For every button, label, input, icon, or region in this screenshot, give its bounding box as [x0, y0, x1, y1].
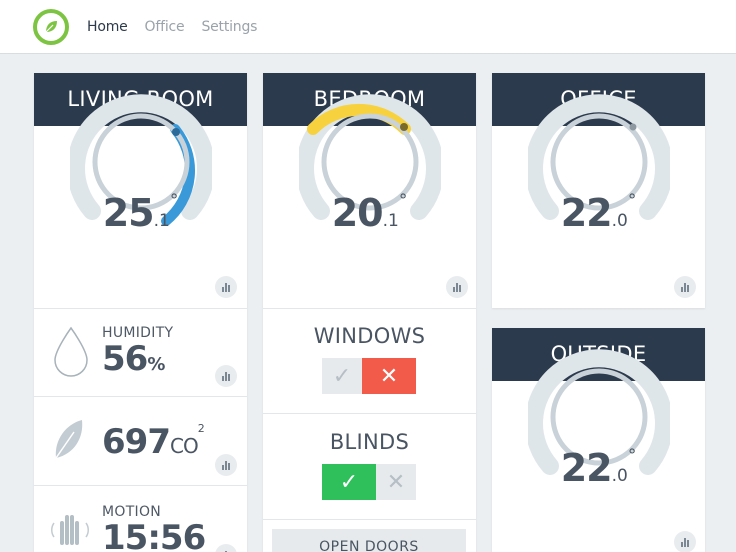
outside-temperature: 22.0°: [560, 446, 637, 490]
office-card: OFFICE 22.0°: [492, 73, 705, 308]
nav-settings[interactable]: Settings: [201, 19, 258, 35]
living-room-card: LIVING ROOM 25.1° HUMIDITY 56% 697CO2 M: [34, 73, 247, 552]
blinds-open-button[interactable]: ✓: [322, 464, 376, 500]
office-stats-icon[interactable]: [674, 276, 696, 298]
divider: [34, 485, 247, 486]
leaf-logo-icon[interactable]: [33, 9, 69, 45]
co2-stats-icon[interactable]: [215, 454, 237, 476]
bedroom-stats-icon[interactable]: [446, 276, 468, 298]
bedroom-temperature: 20.1°: [331, 191, 408, 235]
living-room-stats-icon[interactable]: [215, 276, 237, 298]
divider: [263, 519, 476, 520]
outside-card: OUTSIDE 22.0°: [492, 328, 705, 552]
windows-open-button[interactable]: ✓: [322, 358, 362, 394]
open-doors-button[interactable]: OPEN DOORS: [272, 529, 466, 552]
outside-stats-icon[interactable]: [674, 531, 696, 552]
windows-close-button[interactable]: ✕: [362, 358, 416, 394]
blinds-label: BLINDS: [329, 430, 410, 454]
main-nav: Home Office Settings: [87, 19, 274, 35]
windows-toggle: ✓ ✕: [322, 358, 416, 394]
divider: [34, 396, 247, 397]
blinds-toggle: ✓ ✕: [322, 464, 416, 500]
water-drop-icon: [54, 326, 88, 377]
motion-value: 15:56: [102, 518, 206, 552]
office-thermostat-dial[interactable]: [528, 91, 670, 233]
living-room-temperature: 25.1°: [102, 191, 179, 235]
motion-label: MOTION: [102, 504, 162, 520]
leaf-icon: [45, 21, 57, 33]
bedroom-card: BEDROOM 20.1° WINDOWS ✓ ✕ BLINDS ✓ ✕: [263, 73, 476, 552]
motion-stats-icon[interactable]: [215, 544, 237, 552]
outside-thermostat-dial[interactable]: [528, 346, 670, 488]
humidity-value: 56%: [102, 339, 165, 379]
hand-wave-icon: [51, 515, 89, 545]
humidity-label: HUMIDITY: [102, 325, 174, 341]
blinds-close-button[interactable]: ✕: [376, 464, 416, 500]
nav-office[interactable]: Office: [144, 19, 185, 35]
divider: [34, 308, 247, 309]
divider: [263, 308, 476, 309]
top-navigation-bar: Home Office Settings: [0, 0, 736, 54]
leaf-icon: [55, 420, 83, 459]
living-room-thermostat-dial[interactable]: [70, 91, 212, 233]
co2-value: 697CO2: [102, 422, 205, 462]
windows-label: WINDOWS: [313, 324, 426, 348]
nav-home[interactable]: Home: [87, 19, 128, 35]
humidity-stats-icon[interactable]: [215, 365, 237, 387]
office-temperature: 22.0°: [560, 191, 637, 235]
bedroom-thermostat-dial[interactable]: [299, 91, 441, 233]
divider: [263, 413, 476, 414]
